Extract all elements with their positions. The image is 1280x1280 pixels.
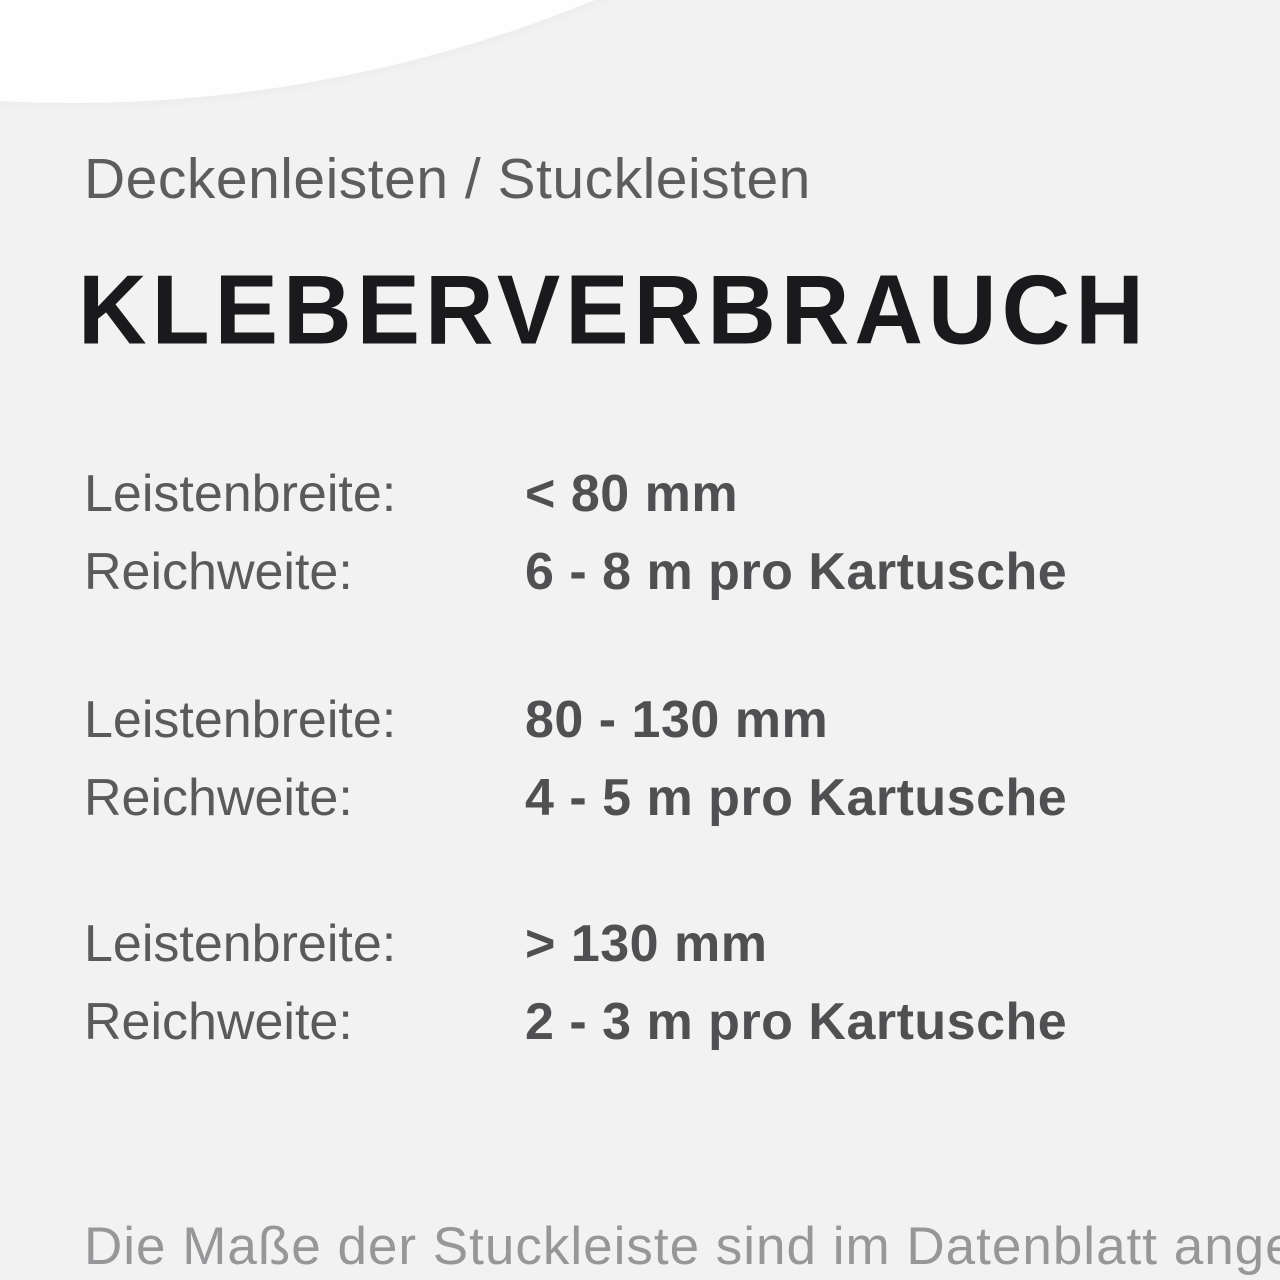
spec-label-reichweite: Reichweite: xyxy=(84,769,353,827)
spec-value-reichweite: 4 - 5 m pro Kartusche xyxy=(525,769,1068,827)
spec-value-leistenbreite: 80 - 130 mm xyxy=(525,691,829,749)
spec-label-leistenbreite: Leistenbreite: xyxy=(84,915,397,973)
spec-block-medium: Leistenbreite: 80 - 130 mm Reichweite: 4… xyxy=(84,694,1067,824)
spec-value-leistenbreite: < 80 mm xyxy=(525,465,739,523)
spec-value-reichweite: 2 - 3 m pro Kartusche xyxy=(525,993,1068,1051)
spec-value-reichweite: 6 - 8 m pro Kartusche xyxy=(525,543,1068,601)
spec-value-leistenbreite: > 130 mm xyxy=(525,915,768,973)
spec-label-leistenbreite: Leistenbreite: xyxy=(84,465,397,523)
spec-label-reichweite: Reichweite: xyxy=(84,543,353,601)
page-subtitle: Deckenleisten / Stuckleisten xyxy=(84,147,811,211)
top-curve-shape xyxy=(0,0,1280,103)
spec-label-reichweite: Reichweite: xyxy=(84,993,353,1051)
spec-label-leistenbreite: Leistenbreite: xyxy=(84,691,397,749)
footer-note: Die Maße der Stuckleiste sind im Datenbl… xyxy=(84,1217,1280,1276)
page-title: KLEBERVERBRAUCH xyxy=(78,254,1149,366)
spec-block-wide: Leistenbreite: > 130 mm Reichweite: 2 - … xyxy=(84,918,1067,1048)
spec-block-narrow: Leistenbreite: < 80 mm Reichweite: 6 - 8… xyxy=(84,468,1067,598)
